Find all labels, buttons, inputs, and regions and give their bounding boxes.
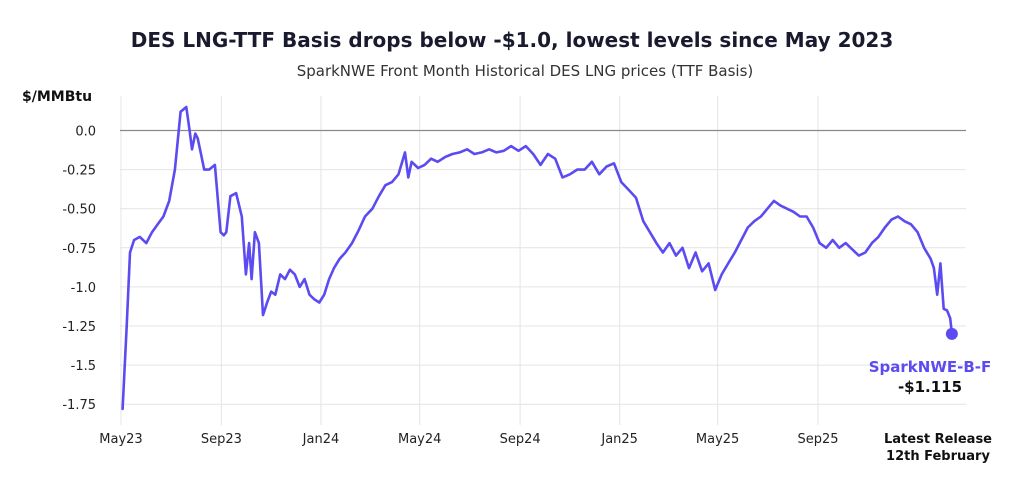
y-tick-labels: 0.0 -0.25 -0.50 -0.75 -1.0 -1.25 -1.5 -1.75 (62, 125, 96, 414)
series-line (121, 105, 954, 411)
annotations: SparkNWE-B-F -$1.115 (869, 358, 992, 396)
chart-subtitle: SparkNWE Front Month Historical DES LNG … (296, 62, 754, 80)
x-tick-label: May23 (99, 432, 142, 447)
x-tick-label: May24 (398, 432, 441, 447)
y-tick-label: 0.0 (75, 125, 96, 140)
x-tick-label: Jan24 (302, 432, 340, 447)
y-tick-label: -0.50 (62, 203, 96, 218)
latest-value-label: -$1.115 (898, 378, 962, 396)
x-tick-label-latest: 12th February (886, 449, 990, 464)
x-tick-label-latest: Latest Release (884, 432, 992, 447)
y-tick-label: -1.25 (62, 320, 96, 335)
y-tick-label: -0.25 (62, 164, 96, 179)
chart-title: DES LNG-TTF Basis drops below -$1.0, low… (130, 28, 894, 52)
x-tick-label: Jan25 (600, 432, 638, 447)
x-tick-label: Sep23 (201, 432, 242, 447)
x-tick-label: Sep24 (500, 432, 541, 447)
y-axis-label: $/MMBtu (22, 89, 93, 105)
x-tick-label: Sep25 (797, 432, 838, 447)
y-tick-label: -1.75 (62, 398, 96, 413)
latest-point-marker (945, 327, 958, 340)
y-tick-label: -1.0 (71, 281, 96, 296)
y-tick-label: -1.5 (71, 359, 96, 374)
series-annotation-label: SparkNWE-B-F (869, 358, 992, 376)
x-tick-labels: May23 Sep23 Jan24 May24 Sep24 Jan25 May25 Sep25… (99, 432, 992, 464)
x-tick-label: May25 (696, 432, 739, 447)
y-tick-label: -0.75 (62, 242, 96, 257)
series-line-group (121, 105, 958, 411)
